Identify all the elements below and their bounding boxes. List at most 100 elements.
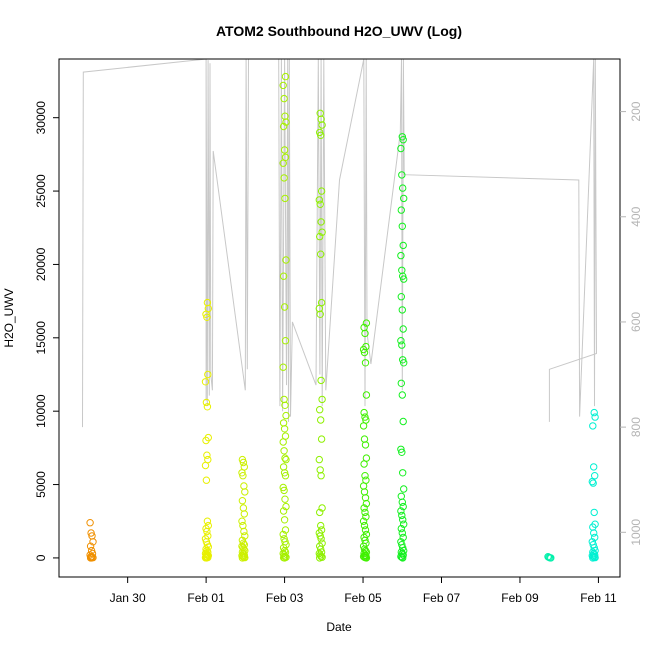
y-tick-label: 25000 xyxy=(34,174,48,208)
data-point xyxy=(317,435,326,443)
data-point xyxy=(590,463,598,471)
data-point xyxy=(361,359,370,367)
data-point xyxy=(240,510,249,518)
data-point xyxy=(202,436,210,445)
data-point xyxy=(238,517,246,525)
x-axis: Jan 30 Feb 01 Feb 03 Feb 05 Feb 07 Feb 09 Feb … xyxy=(110,577,617,605)
data-point xyxy=(359,345,368,354)
data-point xyxy=(398,511,406,520)
data-point xyxy=(238,554,247,562)
data-point xyxy=(315,304,323,313)
data-point xyxy=(317,521,325,530)
trace-line xyxy=(82,58,598,428)
data-point xyxy=(361,413,369,421)
data-point xyxy=(588,477,596,486)
x-tick-label: Feb 03 xyxy=(266,591,304,605)
data-point xyxy=(397,251,405,260)
data-point xyxy=(359,517,368,525)
data-point xyxy=(361,472,369,480)
data-point xyxy=(399,554,407,562)
data-point xyxy=(397,206,405,214)
data-point xyxy=(317,187,326,195)
data-point xyxy=(279,363,287,371)
data-point xyxy=(316,551,324,559)
data-point xyxy=(318,121,326,129)
data-point xyxy=(202,554,211,562)
data-point xyxy=(204,543,213,551)
data-point xyxy=(399,469,407,477)
data-point xyxy=(86,519,94,527)
data-point xyxy=(317,218,325,226)
data-point xyxy=(397,552,405,561)
data-point xyxy=(279,81,287,90)
data-point xyxy=(398,553,406,561)
x-tick-label: Feb 05 xyxy=(344,591,382,605)
y-tick-label: 5000 xyxy=(34,471,48,498)
data-point xyxy=(316,554,324,562)
data-point xyxy=(398,341,406,349)
data-point xyxy=(398,391,406,399)
data-point xyxy=(316,310,324,318)
data-point xyxy=(279,483,287,492)
data-point xyxy=(280,516,289,524)
data-point xyxy=(398,222,406,231)
data-point xyxy=(89,538,97,546)
data-point xyxy=(590,549,598,558)
data-point xyxy=(282,411,290,420)
data-point xyxy=(317,535,325,543)
data-point xyxy=(360,460,368,468)
data-point xyxy=(203,517,212,525)
data-point xyxy=(318,395,326,404)
data-point xyxy=(238,469,246,477)
data-point xyxy=(400,359,408,367)
data-point xyxy=(202,524,210,533)
data-point xyxy=(362,391,371,399)
data-point xyxy=(280,469,289,477)
data-point xyxy=(397,379,405,387)
data-point xyxy=(279,122,288,131)
data-point xyxy=(398,133,406,141)
data-point xyxy=(238,497,247,505)
data-point xyxy=(86,542,95,550)
data-point xyxy=(202,476,211,484)
data-point xyxy=(281,495,289,503)
y-axis-right: 200 400 600 800 1000 xyxy=(620,101,643,546)
data-point xyxy=(240,527,248,536)
data-point xyxy=(398,498,406,506)
chart-title: ATOM2 Southbound H2O_UWV (Log) xyxy=(216,23,462,39)
data-point xyxy=(590,529,598,537)
data-point xyxy=(279,272,288,280)
points-layer xyxy=(86,72,599,562)
y-tick-label: 0 xyxy=(34,554,48,561)
x-tick-label: Feb 01 xyxy=(187,591,225,605)
data-point xyxy=(547,554,555,562)
right-tick-label: 600 xyxy=(629,312,643,332)
data-point xyxy=(360,348,369,357)
right-tick-label: 200 xyxy=(629,101,643,121)
data-point xyxy=(280,303,289,311)
data-point xyxy=(399,417,407,426)
data-point xyxy=(397,507,405,515)
data-point xyxy=(400,485,408,493)
y-tick-label: 15000 xyxy=(34,321,48,355)
data-point xyxy=(317,416,325,424)
data-point xyxy=(589,479,597,487)
right-tick-label: 1000 xyxy=(629,519,643,546)
data-point xyxy=(316,406,324,414)
data-point xyxy=(279,438,287,446)
data-point xyxy=(399,136,407,144)
x-axis-label: Date xyxy=(326,620,352,634)
data-point xyxy=(280,551,288,559)
data-point xyxy=(281,72,290,81)
data-point xyxy=(397,524,405,533)
data-point xyxy=(241,532,249,540)
data-point xyxy=(317,250,325,258)
data-point xyxy=(316,200,324,209)
data-point xyxy=(280,94,288,103)
trace-layer xyxy=(82,58,598,428)
data-point xyxy=(590,408,598,417)
data-point xyxy=(315,196,323,204)
data-point xyxy=(201,461,210,470)
plot-frame xyxy=(58,58,621,578)
data-point xyxy=(360,504,368,512)
